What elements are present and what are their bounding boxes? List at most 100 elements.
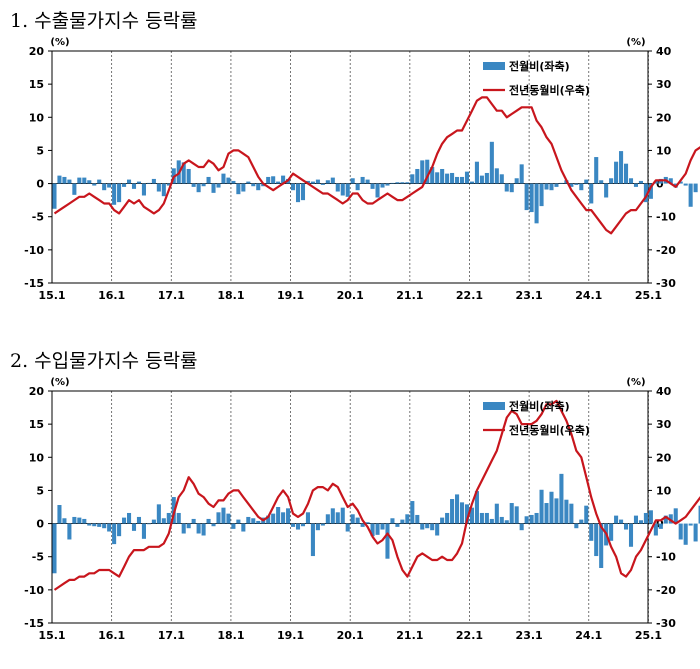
chart-2-bar-mom bbox=[499, 516, 504, 524]
chart-1-bar-mom bbox=[459, 176, 465, 184]
chart-1-bar-mom bbox=[544, 183, 549, 190]
chart-2-bar-mom bbox=[156, 504, 161, 524]
chart-1-bar-mom bbox=[231, 180, 236, 184]
chart-2-bar-mom bbox=[146, 523, 151, 525]
chart-1-bar-mom bbox=[281, 175, 286, 184]
chart-2-bar-mom bbox=[415, 514, 420, 524]
chart-1-left-tick-label: -10 bbox=[24, 244, 44, 257]
chart-2-bar-mom bbox=[678, 523, 683, 540]
chart-1-bar-mom bbox=[534, 183, 539, 224]
chart-1-bar-mom bbox=[271, 176, 276, 184]
chart-1-legend-line-label: 전년동월비(우축) bbox=[509, 83, 590, 97]
chart-2-bar-mom bbox=[663, 515, 668, 524]
chart-1-bar-mom bbox=[425, 159, 430, 184]
chart-2-bar-mom bbox=[345, 523, 350, 532]
chart-2-bar-mom bbox=[117, 523, 122, 537]
chart-1-bar-mom bbox=[166, 183, 171, 186]
chart-1-right-tick-label: -20 bbox=[656, 244, 676, 257]
chart-1-x-tick-label: 18.1 bbox=[217, 289, 244, 302]
chart-2-bar-mom bbox=[365, 522, 370, 524]
chart-1-bar-mom bbox=[594, 157, 599, 184]
chart-1-bar-mom bbox=[330, 177, 335, 184]
chart-1-bar-mom bbox=[693, 183, 698, 193]
chart-1-plot-frame bbox=[51, 50, 649, 284]
chart-2-bar-mom bbox=[474, 491, 479, 524]
chart-1-bar-mom bbox=[375, 183, 380, 198]
chart-1-bar-mom bbox=[633, 183, 639, 187]
chart-1-bar-mom bbox=[554, 183, 559, 187]
chart-2-left-tick-label: -5 bbox=[32, 551, 44, 564]
chart-2-right-tick-label: -20 bbox=[656, 584, 676, 597]
chart-2-bar-mom bbox=[633, 515, 639, 524]
chart-2-left-tick-label: 0 bbox=[36, 518, 44, 531]
chart-2-bar-mom bbox=[151, 519, 156, 524]
chart-1-bar-mom bbox=[206, 176, 211, 184]
chart-1-bar-mom bbox=[400, 182, 405, 184]
chart-1-bar-mom bbox=[102, 183, 107, 191]
chart-2-bar-mom bbox=[688, 523, 693, 526]
chart-2-bar-mom bbox=[609, 523, 614, 541]
chart-1-bar-mom bbox=[648, 183, 653, 199]
chart-2-bar-mom bbox=[619, 519, 624, 524]
chart-2-bar-mom bbox=[643, 512, 648, 524]
chart-1-bar-mom bbox=[276, 181, 281, 184]
chart-2-bar-mom bbox=[430, 523, 435, 531]
chart-1-legend-bar-label: 전월비(좌축) bbox=[509, 59, 570, 73]
chart-1-bar-mom bbox=[112, 183, 117, 205]
chart-1-left-tick-label: 15 bbox=[29, 78, 44, 91]
chart-2-bar-mom bbox=[489, 518, 494, 524]
chart-2-bar-mom bbox=[445, 512, 450, 524]
chart-2-bar-mom bbox=[216, 512, 221, 524]
chart-1-x-tick-label: 20.1 bbox=[337, 289, 364, 302]
chart-1-right-unit: (%) bbox=[626, 37, 645, 48]
chart-2-bar-mom bbox=[360, 523, 365, 527]
chart-1-bar-mom bbox=[122, 183, 127, 187]
chart-2-bar-mom bbox=[72, 516, 77, 524]
chart-1-bar-mom bbox=[92, 183, 97, 186]
chart-2-bar-mom bbox=[276, 507, 281, 524]
chart-2-bar-mom bbox=[370, 523, 375, 537]
chart-1-bar-mom bbox=[355, 183, 360, 191]
chart-1-bar-mom bbox=[614, 161, 619, 184]
chart-1-bar-mom bbox=[156, 183, 161, 192]
chart-2-plot-frame bbox=[51, 390, 649, 624]
chart-1-bar-mom bbox=[688, 183, 693, 207]
chart-1-bar-mom bbox=[405, 182, 410, 184]
chart-2-x-tick-label: 20.1 bbox=[337, 629, 364, 642]
chart-2-bar-mom bbox=[390, 518, 395, 524]
chart-2-bar-mom bbox=[246, 516, 251, 524]
chart-2-bar-mom bbox=[529, 514, 534, 524]
chart-2-bar-mom bbox=[340, 507, 345, 524]
chart-2-bar-mom bbox=[166, 512, 171, 524]
chart-1-bar-mom bbox=[57, 175, 62, 184]
chart-1-bar-mom bbox=[638, 180, 643, 184]
chart-2-bar-mom bbox=[628, 523, 634, 547]
chart-2-bar-mom bbox=[112, 523, 117, 545]
chart-2-bar-mom bbox=[315, 523, 320, 531]
chart-1-bar-mom bbox=[320, 183, 325, 185]
chart-1-left-tick-label: 10 bbox=[29, 111, 45, 124]
chart-1-bar-mom bbox=[584, 179, 589, 184]
chart-2-bar-mom bbox=[594, 523, 599, 557]
chart-2-x-tick-label: 25.1 bbox=[635, 629, 662, 642]
chart-2-left-unit: (%) bbox=[50, 377, 69, 388]
chart-1-bar-mom bbox=[201, 183, 206, 187]
chart-1-bar-mom bbox=[469, 181, 475, 184]
chart-2-bar-mom bbox=[266, 515, 271, 524]
chart-1-right-tick-label: 20 bbox=[656, 111, 672, 124]
chart-1-bar-mom bbox=[295, 183, 301, 203]
chart-2-bar-mom bbox=[136, 516, 142, 524]
chart-2-bar-mom bbox=[614, 515, 619, 524]
chart-1-bar-mom bbox=[186, 168, 191, 184]
chart-1-bar-mom bbox=[430, 167, 435, 184]
chart-1-bar-mom bbox=[305, 180, 310, 184]
chart-1-bar-mom bbox=[549, 183, 554, 191]
chart-2-bar-mom bbox=[131, 523, 137, 531]
chart-2-bar-mom bbox=[196, 523, 201, 534]
chart-1-bar-mom bbox=[241, 183, 246, 192]
chart-2-bar-mom bbox=[92, 523, 97, 527]
chart-1-bar-mom bbox=[683, 183, 688, 186]
chart-2-bar-mom bbox=[201, 523, 206, 536]
chart-2-bar-mom bbox=[509, 503, 514, 524]
chart-1-bar-mom bbox=[82, 177, 87, 184]
